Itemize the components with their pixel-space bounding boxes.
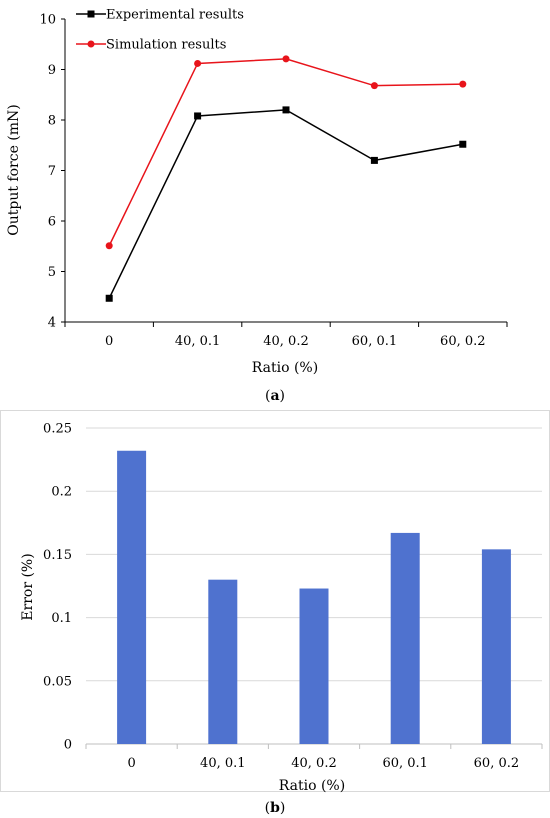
- panel-a-legend: Experimental results Simulation results: [76, 8, 244, 53]
- legend-marker-circle: [87, 40, 95, 48]
- panel-b-y-tick-label: 0: [64, 738, 72, 753]
- data-point-square: [370, 156, 378, 164]
- bar: [117, 450, 147, 744]
- panel-b-x-tick-label: 60, 0.1: [382, 756, 427, 771]
- panel-b-caption-letter: b: [270, 800, 280, 816]
- panel-b-x-tick-label: 60, 0.2: [474, 756, 519, 771]
- bar: [481, 549, 511, 744]
- panel-a-y-ticks: 4 5 6 7 8 9 10: [39, 13, 65, 331]
- bar: [208, 579, 238, 744]
- panel-b-x-axis-label: Ratio (%): [279, 778, 345, 794]
- panel-a-caption: (a): [265, 388, 285, 404]
- legend-label-1: Simulation results: [106, 38, 226, 53]
- data-point-circle: [282, 55, 290, 63]
- bar: [299, 588, 329, 744]
- panel-a-axes: [64, 19, 507, 323]
- data-point-square: [282, 106, 290, 114]
- panel-b-y-tick-label: 0.25: [43, 422, 72, 437]
- panel-a-y-tick-label: 9: [48, 63, 56, 78]
- panel-a-x-tick-label: 0: [105, 334, 113, 349]
- panel-b-x-tick-label: 40, 0.2: [291, 756, 336, 771]
- panel-a-x-axis-label: Ratio (%): [252, 360, 318, 376]
- panel-a-x-tick-label: 60, 0.2: [440, 334, 485, 349]
- data-point-circle: [194, 59, 202, 67]
- panel-a-y-tick-label: 10: [39, 13, 56, 28]
- series-line-1: [108, 58, 463, 247]
- bar: [390, 532, 420, 744]
- panel-a-y-tick-label: 6: [48, 215, 56, 230]
- panel-b-bars: [117, 450, 511, 744]
- data-point-circle: [105, 242, 113, 250]
- panel-b-y-ticks: 0 0.05 0.1 0.15 0.2 0.25: [43, 422, 72, 753]
- panel-b-plot-border: [0, 410, 550, 792]
- panel-a-y-tick-label: 5: [48, 265, 56, 280]
- panel-b-y-axis-label: Error (%): [20, 553, 36, 620]
- panel-a-x-ticks: 0 40, 0.1 40, 0.2 60, 0.1 60, 0.2: [64, 322, 508, 349]
- data-point-circle: [459, 80, 467, 88]
- panel-a-x-tick-label: 60, 0.1: [352, 334, 397, 349]
- data-point-square: [459, 140, 467, 148]
- panel-b-y-tick-label: 0.05: [43, 674, 72, 689]
- legend-label-0: Experimental results: [106, 8, 244, 23]
- panel-a-x-tick-label: 40, 0.1: [175, 334, 220, 349]
- panel-a-y-tick-label: 8: [48, 114, 56, 129]
- data-point-square: [105, 294, 113, 302]
- panel-a-y-tick-label: 4: [48, 316, 56, 331]
- panel-a-y-tick-label: 7: [48, 164, 56, 179]
- panel-b-bar-chart: 0 0.05 0.1 0.15 0.2 0.25 0 40, 0.1 40, 0.2 60, 0…: [0, 410, 550, 816]
- panel-a-series: [105, 55, 467, 302]
- panel-b-y-tick-label: 0.2: [51, 485, 72, 500]
- panel-a-x-tick-label: 40, 0.2: [263, 334, 308, 349]
- legend-marker-square: [87, 10, 95, 18]
- panel-a-caption-letter: a: [270, 388, 279, 404]
- panel-b-y-tick-label: 0.1: [51, 611, 72, 626]
- series-line-0: [108, 109, 463, 299]
- data-point-square: [194, 112, 202, 120]
- panel-b-x-ticks: 0 40, 0.1 40, 0.2 60, 0.1 60, 0.2: [85, 744, 543, 771]
- panel-b-x-tick-label: 40, 0.1: [200, 756, 245, 771]
- panel-a-y-axis-label: Output force (mN): [6, 104, 22, 236]
- panel-b-caption: (b): [265, 800, 286, 816]
- data-point-circle: [370, 82, 378, 90]
- panel-b-x-tick-label: 0: [127, 756, 135, 771]
- panel-b-y-tick-label: 0.15: [43, 548, 72, 563]
- panel-a-line-chart: 4 5 6 7 8 9 10 0 40, 0.1 40, 0.2 60, 0.1 60, 0.2 E…: [6, 8, 508, 404]
